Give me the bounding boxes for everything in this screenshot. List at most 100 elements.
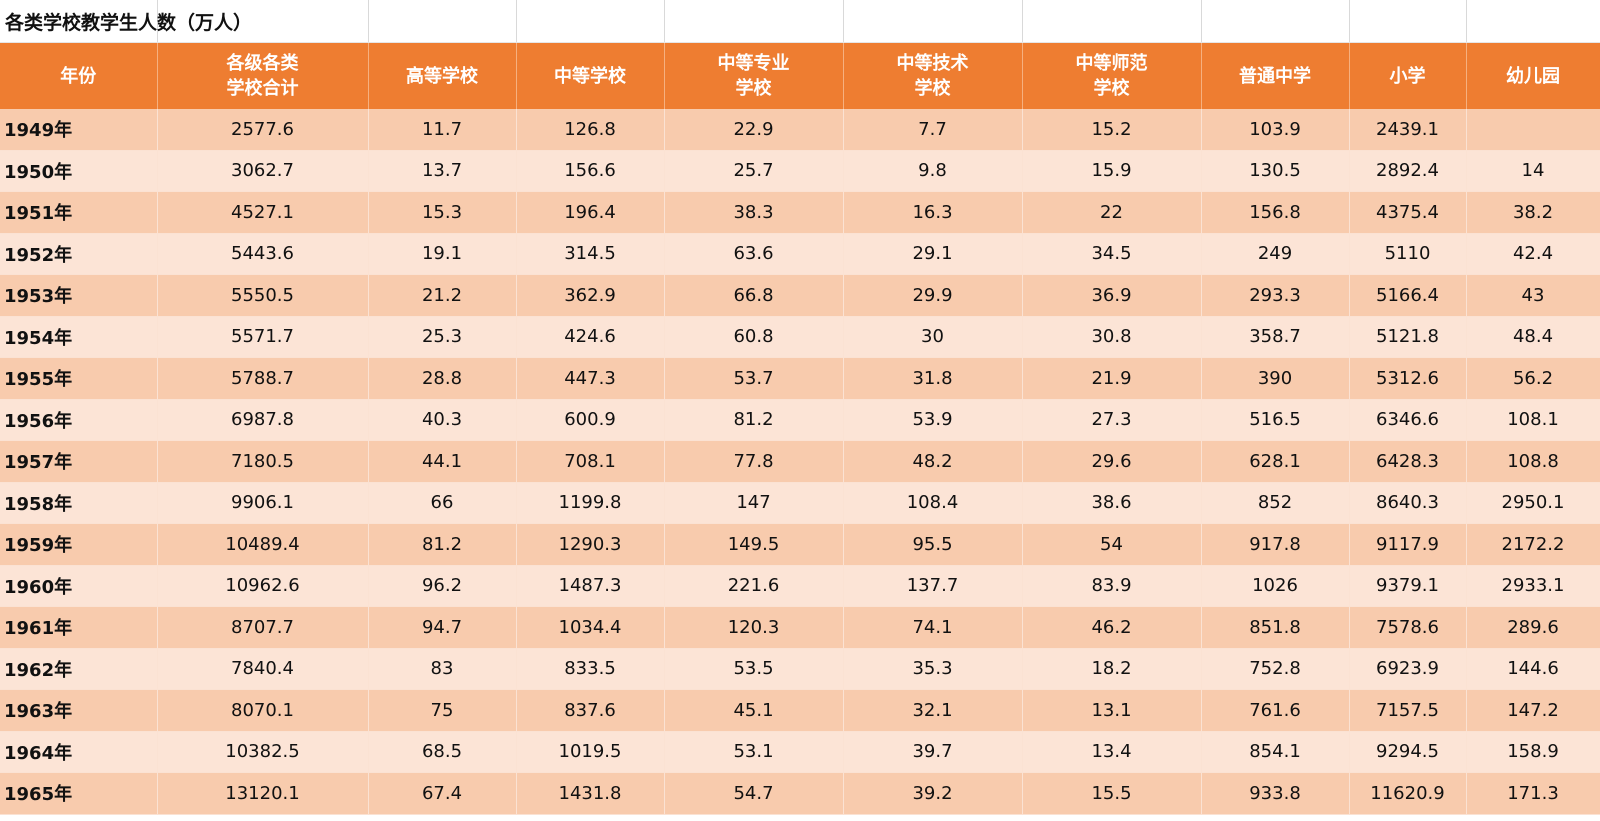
value-cell: 10382.5 (157, 731, 369, 773)
value-cell: 1034.4 (516, 606, 665, 649)
value-cell: 48.4 (1466, 316, 1600, 358)
value-cell: 854.1 (1201, 731, 1350, 773)
value-cell: 516.5 (1201, 399, 1350, 441)
value-cell: 54 (1022, 523, 1202, 566)
column-header: 中等学校 (516, 42, 665, 109)
value-cell: 68.5 (368, 731, 517, 773)
value-cell: 53.9 (843, 399, 1023, 441)
value-cell: 221.6 (664, 565, 844, 607)
column-header-line: 学校合计 (226, 78, 299, 99)
value-cell: 6987.8 (157, 399, 369, 441)
value-cell: 15.3 (368, 191, 517, 234)
value-cell: 1026 (1201, 565, 1350, 607)
value-cell: 833.5 (516, 648, 665, 690)
value-cell: 144.6 (1466, 648, 1600, 690)
column-header-line: 学校 (1093, 78, 1130, 99)
value-cell: 149.5 (664, 523, 844, 566)
value-cell: 25.7 (664, 150, 844, 192)
value-cell: 108.1 (1466, 399, 1600, 441)
value-cell: 5110 (1349, 233, 1467, 275)
column-header-line: 中等学校 (554, 65, 626, 87)
value-cell: 761.6 (1201, 689, 1350, 732)
column-header-line: 小学 (1389, 65, 1426, 87)
value-cell: 39.2 (843, 772, 1023, 815)
value-cell: 933.8 (1201, 772, 1350, 815)
table-row: 1953年 5550.5 21.2 362.9 66.8 29.9 36.9 293.3 516… (0, 274, 1600, 317)
table-row: 1964年 10382.5 68.5 1019.5 53.1 39.7 13.4 854.1 9… (0, 731, 1600, 773)
value-cell: 147.2 (1466, 689, 1600, 732)
column-header: 普通中学 (1201, 42, 1350, 109)
column-header-line: 中等专业 (717, 53, 790, 74)
value-cell: 130.5 (1201, 150, 1350, 192)
empty-cell (368, 0, 517, 43)
value-cell: 5550.5 (157, 274, 369, 317)
value-cell: 81.2 (368, 523, 517, 566)
year-cell: 1954年 (0, 316, 158, 358)
value-cell: 752.8 (1201, 648, 1350, 690)
table-row: 1958年 9906.1 66 1199.8 147 108.4 38.6 852 8640.3… (0, 482, 1600, 524)
value-cell: 5443.6 (157, 233, 369, 275)
value-cell: 16.3 (843, 191, 1023, 234)
value-cell: 103.9 (1201, 109, 1350, 151)
value-cell: 5788.7 (157, 357, 369, 400)
year-cell: 1950年 (0, 150, 158, 192)
value-cell: 10962.6 (157, 565, 369, 607)
year-cell: 1962年 (0, 648, 158, 690)
value-cell: 9294.5 (1349, 731, 1467, 773)
column-header: 幼儿园 (1466, 42, 1600, 109)
value-cell: 35.3 (843, 648, 1023, 690)
value-cell: 53.1 (664, 731, 844, 773)
value-cell: 29.6 (1022, 440, 1202, 483)
table-row: 1955年 5788.7 28.8 447.3 53.7 31.8 21.9 390 5312.… (0, 357, 1600, 400)
column-header-line: 学校 (735, 78, 772, 99)
column-header: 高等学校 (368, 42, 517, 109)
value-cell: 9379.1 (1349, 565, 1467, 607)
value-cell: 54.7 (664, 772, 844, 815)
value-cell: 60.8 (664, 316, 844, 358)
value-cell: 15.9 (1022, 150, 1202, 192)
value-cell: 147 (664, 482, 844, 524)
value-cell: 447.3 (516, 357, 665, 400)
value-cell: 1431.8 (516, 772, 665, 815)
year-cell: 1965年 (0, 772, 158, 815)
value-cell: 628.1 (1201, 440, 1350, 483)
value-cell: 156.6 (516, 150, 665, 192)
value-cell: 249 (1201, 233, 1350, 275)
table-title: 各类学校教学生人数（万人） (0, 0, 252, 43)
value-cell: 9906.1 (157, 482, 369, 524)
value-cell: 67.4 (368, 772, 517, 815)
value-cell: 32.1 (843, 689, 1023, 732)
value-cell: 1019.5 (516, 731, 665, 773)
year-cell: 1964年 (0, 731, 158, 773)
value-cell: 293.3 (1201, 274, 1350, 317)
value-cell: 156.8 (1201, 191, 1350, 234)
value-cell: 21.9 (1022, 357, 1202, 400)
value-cell: 40.3 (368, 399, 517, 441)
empty-cell (1201, 0, 1350, 43)
value-cell: 14 (1466, 150, 1600, 192)
value-cell: 4375.4 (1349, 191, 1467, 234)
column-header: 中等技术 学校 (843, 42, 1023, 109)
value-cell: 5121.8 (1349, 316, 1467, 358)
year-cell: 1957年 (0, 440, 158, 483)
value-cell: 126.8 (516, 109, 665, 151)
column-header-line: 幼儿园 (1506, 65, 1560, 87)
value-cell: 38.3 (664, 191, 844, 234)
value-cell: 358.7 (1201, 316, 1350, 358)
value-cell: 13.4 (1022, 731, 1202, 773)
empty-cell (1466, 0, 1600, 43)
value-cell: 2577.6 (157, 109, 369, 151)
value-cell: 2892.4 (1349, 150, 1467, 192)
year-cell: 1960年 (0, 565, 158, 607)
value-cell: 34.5 (1022, 233, 1202, 275)
value-cell: 56.2 (1466, 357, 1600, 400)
value-cell: 22.9 (664, 109, 844, 151)
title-row: 各类学校教学生人数（万人） (0, 0, 1600, 43)
value-cell: 13120.1 (157, 772, 369, 815)
table-row: 1951年 4527.1 15.3 196.4 38.3 16.3 22 156.8 4375.… (0, 191, 1600, 234)
column-header-line: 年份 (60, 65, 97, 87)
value-cell: 83 (368, 648, 517, 690)
value-cell: 46.2 (1022, 606, 1202, 649)
value-cell: 19.1 (368, 233, 517, 275)
